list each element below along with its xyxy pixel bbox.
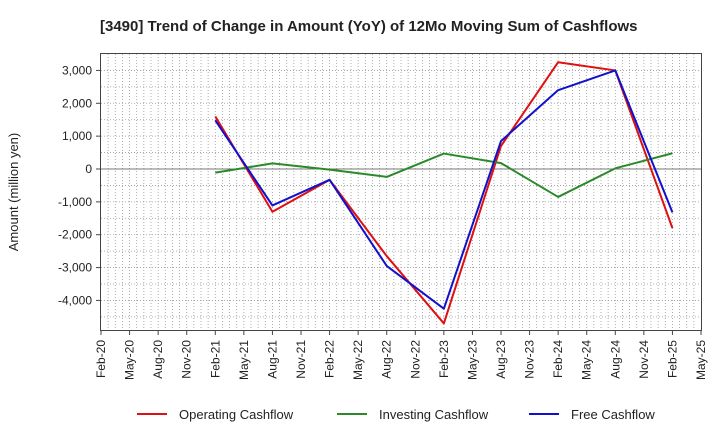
x-tick-label: May-25 bbox=[694, 340, 708, 380]
x-tick-label: May-21 bbox=[237, 340, 251, 380]
y-tick-label: 1,000 bbox=[62, 129, 92, 143]
operating-cashflow-line bbox=[214, 61, 674, 325]
y-tick-label: -2,000 bbox=[58, 228, 92, 242]
x-tick-label: Feb-25 bbox=[665, 340, 679, 378]
x-tick-label: May-23 bbox=[465, 340, 479, 380]
series-lines bbox=[214, 61, 674, 325]
plot-frame bbox=[100, 53, 702, 331]
x-tick-label: Nov-20 bbox=[180, 340, 194, 379]
x-tick-label: Feb-24 bbox=[551, 340, 565, 378]
x-tick-label: Aug-22 bbox=[380, 340, 394, 379]
chart-title: [3490] Trend of Change in Amount (YoY) o… bbox=[100, 18, 638, 35]
x-tick-label: Nov-22 bbox=[408, 340, 422, 379]
y-tick-label: 3,000 bbox=[62, 63, 92, 77]
x-tick-label: Feb-23 bbox=[437, 340, 451, 378]
x-tick-label: Feb-22 bbox=[323, 340, 337, 378]
y-axis-label: Amount (million yen) bbox=[6, 133, 21, 252]
legend-label-investing-cashflow: Investing Cashflow bbox=[379, 407, 489, 422]
y-tick-label: -3,000 bbox=[58, 261, 92, 275]
y-tick-label: -1,000 bbox=[58, 195, 92, 209]
x-tick-label: Nov-24 bbox=[637, 340, 651, 379]
x-tick-label: May-24 bbox=[580, 340, 594, 380]
x-tick-label: Nov-21 bbox=[294, 340, 308, 379]
y-axis: 3,000 2,000 1,000 0 -1,000 -2,000 -3,000 -4,000 bbox=[58, 63, 101, 307]
x-axis: Feb-20 May-20 Aug-20 Nov-20 Feb-21 May-21 Aug-… bbox=[94, 330, 708, 380]
legend-label-free-cashflow: Free Cashflow bbox=[571, 407, 655, 422]
legend-label-operating-cashflow: Operating Cashflow bbox=[179, 407, 294, 422]
y-tick-label: 0 bbox=[85, 162, 92, 176]
x-tick-label: Aug-20 bbox=[151, 340, 165, 379]
investing-cashflow-line bbox=[215, 152, 673, 198]
x-tick-label: Aug-21 bbox=[265, 340, 279, 379]
free-cashflow-line bbox=[214, 69, 674, 310]
x-tick-label: Aug-24 bbox=[608, 340, 622, 379]
y-tick-label: -4,000 bbox=[58, 293, 92, 307]
grid bbox=[101, 54, 701, 330]
x-tick-label: Feb-21 bbox=[208, 340, 222, 378]
y-tick-label: 2,000 bbox=[62, 96, 92, 110]
x-tick-label: May-22 bbox=[351, 340, 365, 380]
x-tick-label: Feb-20 bbox=[94, 340, 108, 378]
x-tick-label: Aug-23 bbox=[494, 340, 508, 379]
x-tick-label: May-20 bbox=[123, 340, 137, 380]
legend: Operating Cashflow Investing Cashflow Free… bbox=[137, 407, 655, 422]
x-tick-label: Nov-23 bbox=[523, 340, 537, 379]
